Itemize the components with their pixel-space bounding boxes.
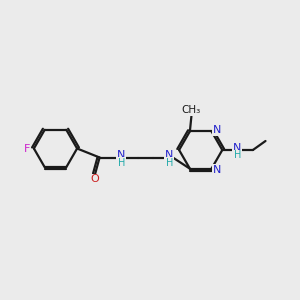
Text: N: N (165, 150, 173, 161)
Text: N: N (212, 125, 221, 135)
Text: F: F (24, 143, 31, 154)
Text: H: H (118, 158, 125, 168)
Text: H: H (166, 158, 173, 168)
Text: CH₃: CH₃ (182, 105, 201, 115)
Text: H: H (234, 150, 241, 161)
Text: O: O (90, 174, 99, 184)
Text: N: N (233, 143, 242, 153)
Text: N: N (212, 165, 221, 175)
Text: N: N (117, 150, 125, 161)
